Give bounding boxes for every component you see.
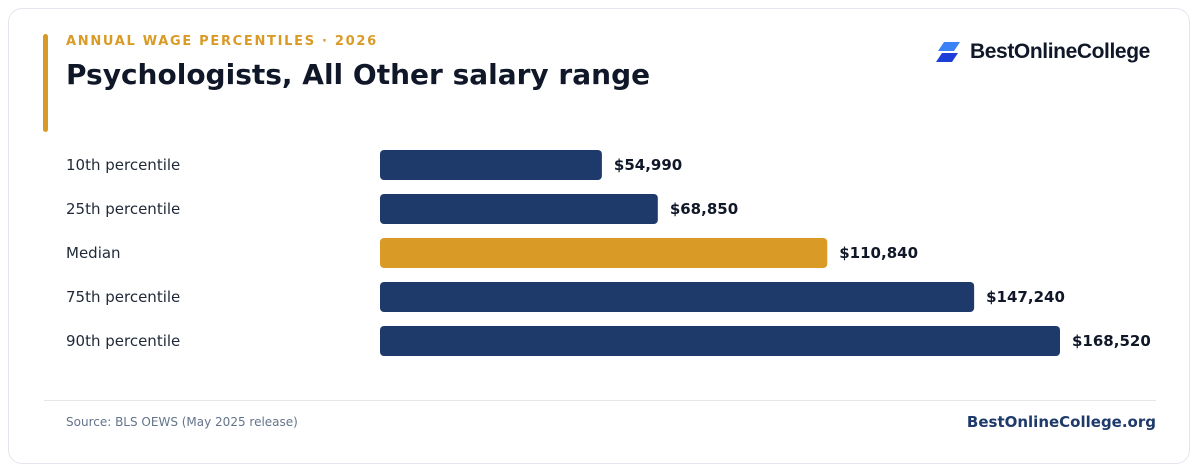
category-label: 90th percentile: [66, 332, 180, 350]
bar: [380, 194, 658, 224]
brand-logo-text: BestOnlineCollege: [970, 40, 1150, 63]
site-name: BestOnlineCollege.org: [966, 413, 1156, 431]
bar: [380, 150, 602, 180]
bar-value-label: $168,520: [1072, 332, 1151, 350]
category-label: 75th percentile: [66, 288, 180, 306]
bar: [380, 326, 1060, 356]
category-label: 25th percentile: [66, 200, 180, 218]
bar: [380, 282, 975, 312]
category-label: Median: [66, 244, 121, 262]
bar-value-label: $147,240: [986, 288, 1065, 306]
bar-median: [380, 238, 828, 268]
bar-value-label: $54,990: [614, 156, 682, 174]
category-label: 10th percentile: [66, 156, 180, 174]
bar-value-label: $110,840: [839, 244, 918, 262]
salary-bar-chart: 10th percentile $54,990 25th percentile $68…: [66, 150, 1151, 356]
chart-title: Psychologists, All Other salary range: [66, 58, 651, 91]
source-note: Source: BLS OEWS (May 2025 release): [66, 415, 298, 429]
accent-bar: [43, 34, 48, 132]
chart-card: [8, 8, 1190, 464]
eyebrow-label: ANNUAL WAGE PERCENTILES · 2026: [66, 34, 378, 49]
brand-logo: BestOnlineCollege: [936, 40, 1150, 64]
bar-value-label: $68,850: [670, 200, 738, 218]
stacked-parallelogram-icon: [936, 42, 960, 62]
footer-divider: [44, 400, 1156, 401]
